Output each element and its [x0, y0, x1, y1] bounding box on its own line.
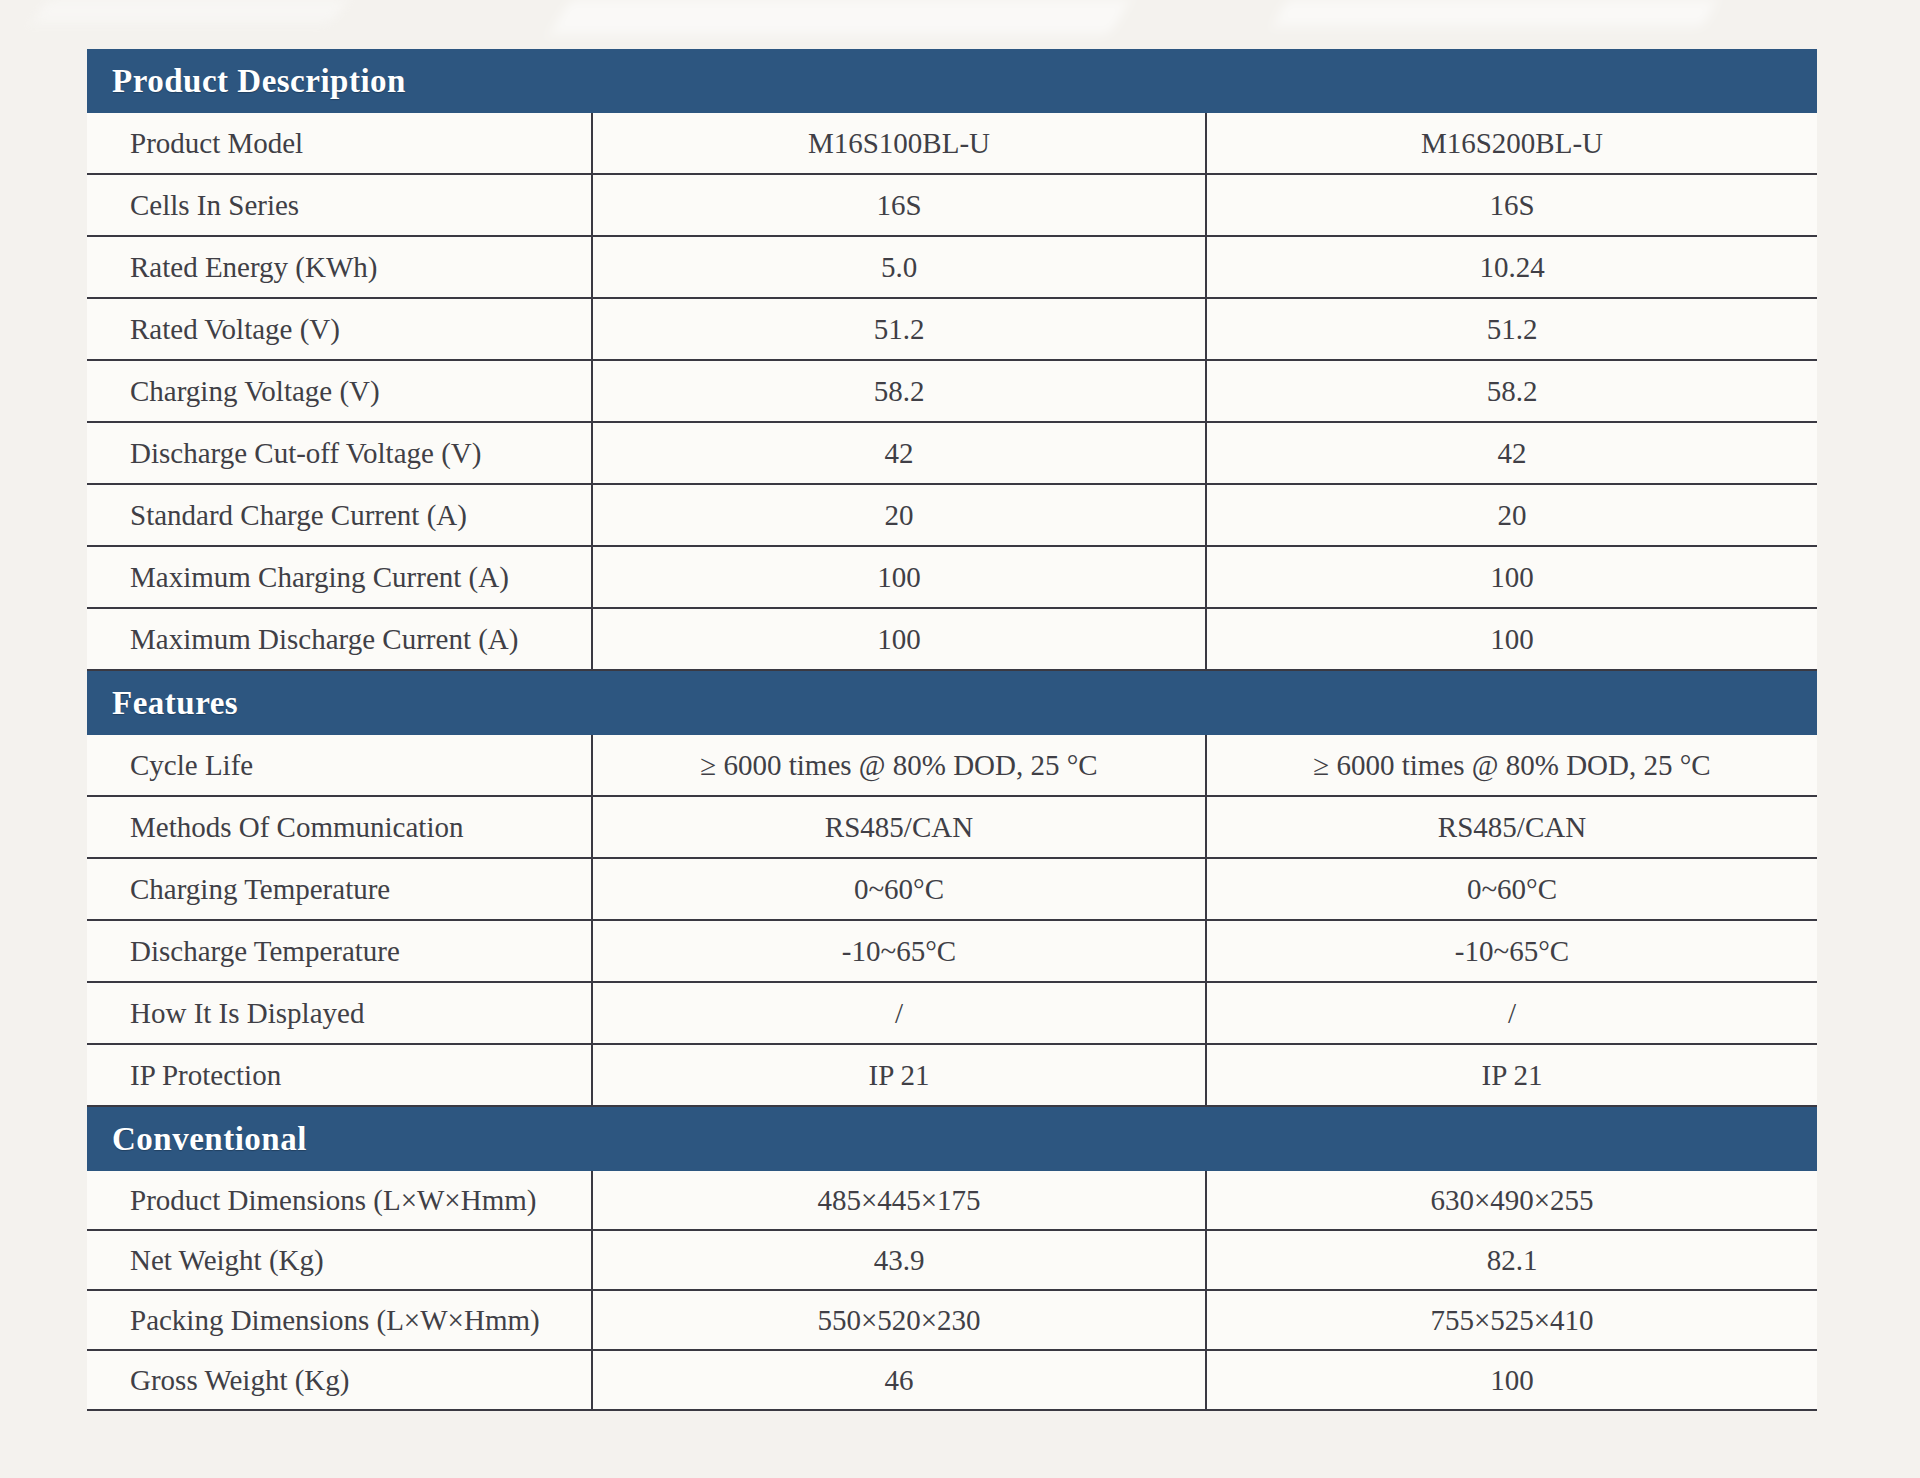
value-model-1: 550×520×230	[591, 1291, 1205, 1349]
value-model-2: 58.2	[1205, 361, 1817, 421]
value-model-1: IP 21	[591, 1045, 1205, 1105]
section-rows: Cycle Life ≥ 6000 times @ 80% DOD, 25 °C…	[87, 735, 1817, 1107]
value-model-1: ≥ 6000 times @ 80% DOD, 25 °C	[591, 735, 1205, 795]
spec-section-product-description: Product Description Product Model M16S10…	[87, 49, 1817, 671]
table-row-maximum-charging-current-a: Maximum Charging Current (A) 100 100	[87, 547, 1817, 609]
value-model-2: M16S200BL-U	[1205, 113, 1817, 173]
section-title: Conventional	[112, 1121, 307, 1158]
section-title: Product Description	[112, 63, 406, 100]
row-label: Packing Dimensions (L×W×Hmm)	[87, 1291, 591, 1349]
table-row-charging-voltage-v: Charging Voltage (V) 58.2 58.2	[87, 361, 1817, 423]
value-model-2: 100	[1205, 1351, 1817, 1409]
section-header: Features	[87, 671, 1817, 735]
table-row-gross-weight-kg: Gross Weight (Kg) 46 100	[87, 1351, 1817, 1411]
value-model-2: 100	[1205, 609, 1817, 669]
section-header: Conventional	[87, 1107, 1817, 1171]
value-model-1: 16S	[591, 175, 1205, 235]
row-label: Rated Voltage (V)	[87, 299, 591, 359]
row-label: Cycle Life	[87, 735, 591, 795]
section-rows: Product Model M16S100BL-U M16S200BL-U Ce…	[87, 113, 1817, 671]
value-model-1: RS485/CAN	[591, 797, 1205, 857]
value-model-2: -10~65°C	[1205, 921, 1817, 981]
row-label: Cells In Series	[87, 175, 591, 235]
table-row-standard-charge-current-a: Standard Charge Current (A) 20 20	[87, 485, 1817, 547]
row-label: Standard Charge Current (A)	[87, 485, 591, 545]
table-row-net-weight-kg: Net Weight (Kg) 43.9 82.1	[87, 1231, 1817, 1291]
value-model-1: 43.9	[591, 1231, 1205, 1289]
value-model-2: 0~60°C	[1205, 859, 1817, 919]
value-model-1: 20	[591, 485, 1205, 545]
value-model-1: 42	[591, 423, 1205, 483]
table-row-discharge-temperature: Discharge Temperature -10~65°C -10~65°C	[87, 921, 1817, 983]
table-row-product-dimensions-l-w-hmm: Product Dimensions (L×W×Hmm) 485×445×175…	[87, 1171, 1817, 1231]
table-row-rated-voltage-v: Rated Voltage (V) 51.2 51.2	[87, 299, 1817, 361]
value-model-2: 16S	[1205, 175, 1817, 235]
table-row-discharge-cut-off-voltage-v: Discharge Cut-off Voltage (V) 42 42	[87, 423, 1817, 485]
value-model-1: M16S100BL-U	[591, 113, 1205, 173]
table-row-cells-in-series: Cells In Series 16S 16S	[87, 175, 1817, 237]
value-model-2: /	[1205, 983, 1817, 1043]
row-label: Methods Of Communication	[87, 797, 591, 857]
value-model-2: 51.2	[1205, 299, 1817, 359]
spec-table: Product Description Product Model M16S10…	[87, 49, 1817, 1411]
table-row-packing-dimensions-l-w-hmm: Packing Dimensions (L×W×Hmm) 550×520×230…	[87, 1291, 1817, 1351]
value-model-2: 10.24	[1205, 237, 1817, 297]
value-model-2: 100	[1205, 547, 1817, 607]
table-row-product-model: Product Model M16S100BL-U M16S200BL-U	[87, 113, 1817, 175]
value-model-1: 51.2	[591, 299, 1205, 359]
value-model-2: 82.1	[1205, 1231, 1817, 1289]
row-label: Gross Weight (Kg)	[87, 1351, 591, 1409]
row-label: IP Protection	[87, 1045, 591, 1105]
section-rows: Product Dimensions (L×W×Hmm) 485×445×175…	[87, 1171, 1817, 1411]
background-glare	[550, 0, 1130, 34]
row-label: Maximum Discharge Current (A)	[87, 609, 591, 669]
table-row-maximum-discharge-current-a: Maximum Discharge Current (A) 100 100	[87, 609, 1817, 671]
table-row-cycle-life: Cycle Life ≥ 6000 times @ 80% DOD, 25 °C…	[87, 735, 1817, 797]
value-model-1: 100	[591, 547, 1205, 607]
row-label: Product Model	[87, 113, 591, 173]
spec-sheet-page: Product Description Product Model M16S10…	[0, 0, 1920, 1478]
background-glare	[1274, 0, 1716, 26]
value-model-2: 20	[1205, 485, 1817, 545]
value-model-2: ≥ 6000 times @ 80% DOD, 25 °C	[1205, 735, 1817, 795]
row-label: Discharge Cut-off Voltage (V)	[87, 423, 591, 483]
row-label: Net Weight (Kg)	[87, 1231, 591, 1289]
background-glare	[32, 0, 347, 22]
table-row-charging-temperature: Charging Temperature 0~60°C 0~60°C	[87, 859, 1817, 921]
value-model-1: /	[591, 983, 1205, 1043]
value-model-2: RS485/CAN	[1205, 797, 1817, 857]
value-model-1: 0~60°C	[591, 859, 1205, 919]
value-model-1: 485×445×175	[591, 1171, 1205, 1229]
section-header: Product Description	[87, 49, 1817, 113]
table-row-methods-of-communication: Methods Of Communication RS485/CAN RS485…	[87, 797, 1817, 859]
value-model-1: 100	[591, 609, 1205, 669]
row-label: Rated Energy (KWh)	[87, 237, 591, 297]
row-label: Product Dimensions (L×W×Hmm)	[87, 1171, 591, 1229]
value-model-1: 58.2	[591, 361, 1205, 421]
spec-section-features: Features Cycle Life ≥ 6000 times @ 80% D…	[87, 671, 1817, 1107]
row-label: Charging Voltage (V)	[87, 361, 591, 421]
value-model-1: 46	[591, 1351, 1205, 1409]
value-model-2: 42	[1205, 423, 1817, 483]
row-label: Discharge Temperature	[87, 921, 591, 981]
value-model-2: IP 21	[1205, 1045, 1817, 1105]
value-model-2: 755×525×410	[1205, 1291, 1817, 1349]
row-label: Charging Temperature	[87, 859, 591, 919]
spec-section-conventional: Conventional Product Dimensions (L×W×Hmm…	[87, 1107, 1817, 1411]
table-row-how-it-is-displayed: How It Is Displayed / /	[87, 983, 1817, 1045]
table-row-rated-energy-kwh: Rated Energy (KWh) 5.0 10.24	[87, 237, 1817, 299]
value-model-1: -10~65°C	[591, 921, 1205, 981]
row-label: Maximum Charging Current (A)	[87, 547, 591, 607]
section-title: Features	[112, 685, 238, 722]
value-model-1: 5.0	[591, 237, 1205, 297]
row-label: How It Is Displayed	[87, 983, 591, 1043]
value-model-2: 630×490×255	[1205, 1171, 1817, 1229]
table-row-ip-protection: IP Protection IP 21 IP 21	[87, 1045, 1817, 1107]
